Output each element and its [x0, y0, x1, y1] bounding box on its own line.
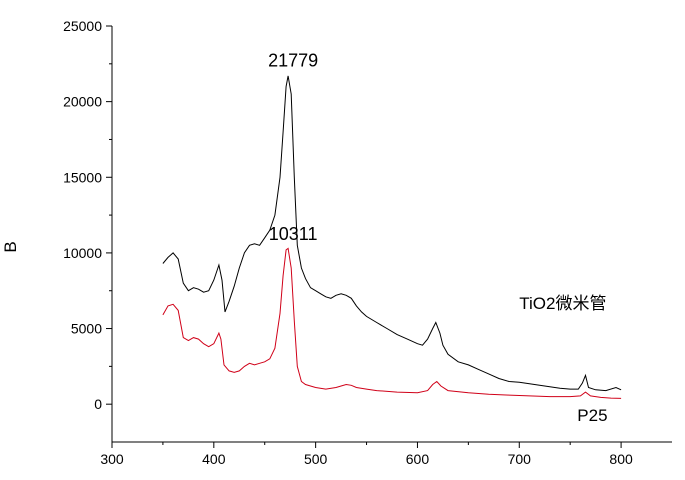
series-line-1 — [162, 75, 622, 392]
x-tick-label: 300 — [100, 451, 124, 467]
y-axis-title: B — [1, 241, 20, 252]
axes: 300 400 500 600 700 800 0 5000 10000 15000 20000 25… — [63, 18, 672, 467]
y-tick-label: 0 — [94, 396, 102, 412]
x-tick-label: 700 — [508, 451, 532, 467]
y-tick-label: 15000 — [63, 169, 102, 185]
peak-annotation: 10311 — [269, 224, 318, 244]
x-tick-label: 600 — [406, 451, 430, 467]
series-label: P25 — [577, 406, 607, 425]
x-tick-label: 400 — [202, 451, 226, 467]
series-layer — [162, 75, 622, 399]
x-tick-label: 800 — [609, 451, 633, 467]
series-label: TiO2微米管 — [519, 294, 606, 313]
label-layer: 21779 10311 TiO2微米管 P25 — [268, 51, 607, 425]
y-tick-label: 5000 — [71, 321, 102, 337]
y-tick-label: 20000 — [63, 94, 102, 110]
y-tick-label: 25000 — [63, 18, 102, 34]
series-line-2 — [162, 247, 622, 399]
x-tick-label: 500 — [304, 451, 328, 467]
peak-annotation: 21779 — [268, 51, 318, 71]
y-tick-label: 10000 — [63, 245, 102, 261]
